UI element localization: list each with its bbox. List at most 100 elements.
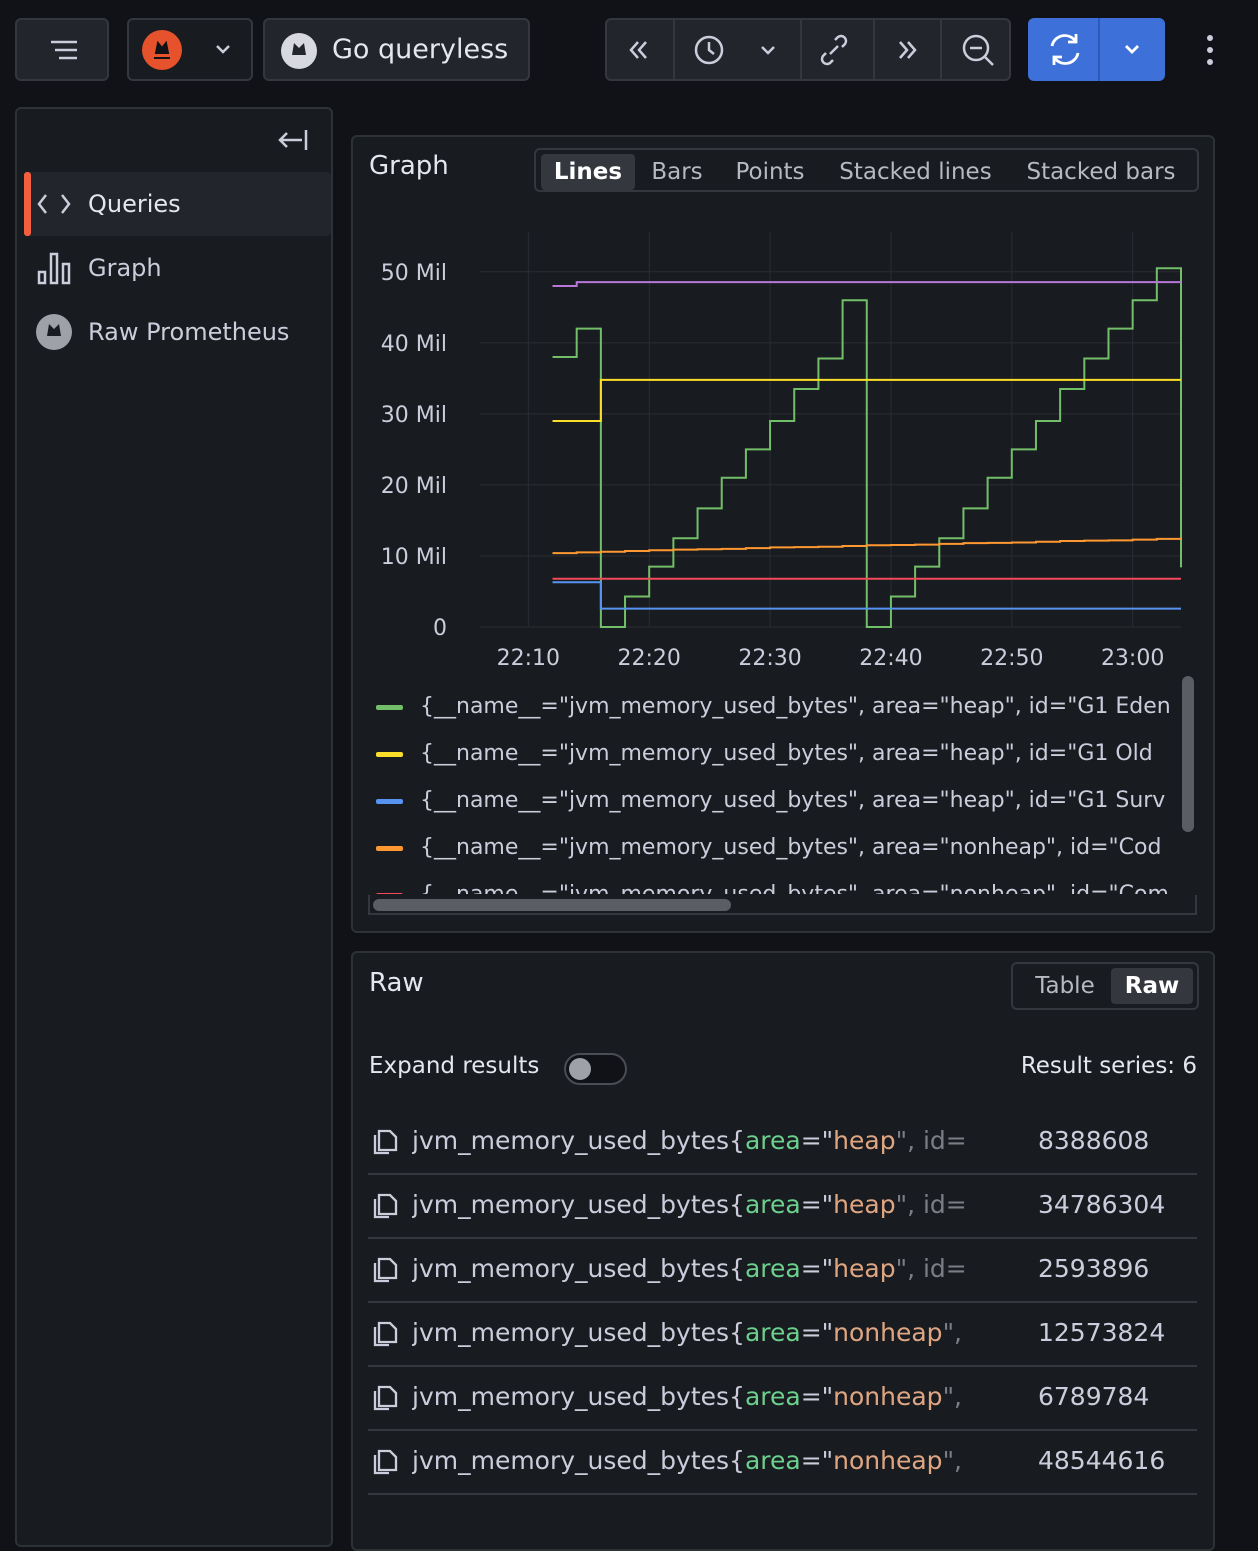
- y-tick-label: 20 Mil: [381, 474, 447, 499]
- x-tick-label: 22:50: [980, 646, 1043, 671]
- copy-icon[interactable]: [370, 1318, 400, 1348]
- legend-swatch: [376, 752, 403, 757]
- expand-label: Expand results: [369, 1053, 539, 1079]
- menu-button[interactable]: [15, 18, 109, 81]
- result-value: 2593896: [1038, 1237, 1149, 1301]
- query-sep: =": [801, 1126, 833, 1155]
- query-metric: jvm_memory_used_bytes{: [412, 1254, 745, 1283]
- legend: {__name__="jvm_memory_used_bytes", area=…: [368, 682, 1178, 894]
- chart: 22:1022:2022:3022:4022:5023:00010 Mil20 …: [360, 200, 1200, 675]
- y-tick-label: 0: [433, 616, 447, 641]
- y-tick-label: 40 Mil: [381, 332, 447, 357]
- result-query: jvm_memory_used_bytes{area="nonheap",: [412, 1365, 988, 1429]
- query-key: area: [745, 1190, 801, 1219]
- query-sep: =": [801, 1190, 833, 1219]
- query-key: area: [745, 1446, 801, 1475]
- legend-label: {__name__="jvm_memory_used_bytes", area=…: [420, 781, 1165, 821]
- active-indicator: [24, 172, 31, 236]
- query-tail: ",: [943, 1382, 962, 1411]
- query-tail: ", id=: [896, 1254, 967, 1283]
- result-count: Result series: 6: [1021, 1053, 1197, 1079]
- series-line: [553, 282, 1181, 286]
- copy-icon[interactable]: [370, 1254, 400, 1284]
- legend-label: {__name__="jvm_memory_used_bytes", area=…: [420, 687, 1171, 727]
- result-row: jvm_memory_used_bytes{area="nonheap",678…: [368, 1365, 1197, 1431]
- view-toggle: TableRaw: [1011, 962, 1199, 1010]
- legend-label: {__name__="jvm_memory_used_bytes", area=…: [420, 734, 1153, 774]
- query-tail: ",: [943, 1318, 962, 1347]
- item-label: Graph: [88, 236, 162, 300]
- datasource-picker[interactable]: [127, 18, 253, 81]
- item-icon: [34, 184, 74, 224]
- view-option[interactable]: Points: [722, 154, 818, 190]
- result-row: jvm_memory_used_bytes{area="heap", id= 25…: [368, 1237, 1197, 1303]
- copy-icon[interactable]: [370, 1382, 400, 1412]
- bars-icon: [39, 254, 69, 283]
- view-option[interactable]: Lines: [541, 154, 635, 190]
- scrollbar-vertical[interactable]: [1182, 676, 1194, 832]
- refresh-icons: [1028, 18, 1165, 81]
- expand-switch[interactable]: [564, 1053, 627, 1085]
- query-metric: jvm_memory_used_bytes{: [412, 1446, 745, 1475]
- legend-frame: [368, 895, 1197, 915]
- query-key: area: [745, 1382, 801, 1411]
- item-icon: [34, 312, 74, 352]
- result-value: 12573824: [1038, 1301, 1165, 1365]
- copy-icon[interactable]: [370, 1126, 400, 1156]
- collapse-icon[interactable]: [276, 126, 312, 154]
- result-row: jvm_memory_used_bytes{area="heap", id=83…: [368, 1109, 1197, 1175]
- x-tick-label: 23:00: [1101, 646, 1164, 671]
- result-query: jvm_memory_used_bytes{area="heap", id=: [412, 1237, 988, 1301]
- y-tick-label: 50 Mil: [381, 261, 447, 286]
- time-controls: [605, 18, 1011, 81]
- go-queryless-button[interactable]: Go queryless: [263, 18, 530, 81]
- query-sep: =": [801, 1382, 833, 1411]
- legend-swatch: [376, 893, 403, 894]
- query-metric: jvm_memory_used_bytes{: [412, 1126, 745, 1155]
- sidebar-item[interactable]: Graph: [24, 236, 331, 300]
- item-icon: [34, 248, 74, 288]
- view-option[interactable]: Raw: [1111, 968, 1193, 1004]
- result-row: jvm_memory_used_bytes{area="nonheap",485…: [368, 1429, 1197, 1495]
- x-tick-label: 22:10: [497, 646, 560, 671]
- menu-icon: [17, 20, 107, 79]
- panel-title: Graph: [369, 151, 449, 181]
- kebab-menu[interactable]: [1200, 30, 1220, 70]
- view-option[interactable]: Stacked bars: [1016, 154, 1186, 190]
- view-option[interactable]: Stacked lines: [828, 154, 1003, 190]
- copy-shape: [375, 1131, 396, 1153]
- button-label: Go queryless: [332, 20, 508, 79]
- time-controls-icons: [607, 20, 1009, 79]
- copy-shape: [375, 1451, 396, 1473]
- switch-knob: [569, 1058, 591, 1080]
- datasource-icon: [129, 20, 251, 79]
- refresh-button[interactable]: [1028, 18, 1165, 81]
- legend-swatch: [376, 705, 403, 710]
- sidebar-item[interactable]: Raw Prometheus: [24, 300, 331, 364]
- query-label: heap: [833, 1254, 895, 1283]
- query-label: heap: [833, 1190, 895, 1219]
- view-option[interactable]: Bars: [634, 154, 720, 190]
- sidebar-item[interactable]: Queries: [24, 172, 331, 236]
- result-query: jvm_memory_used_bytes{area="nonheap",: [412, 1429, 988, 1493]
- result-query: jvm_memory_used_bytes{area="nonheap",: [412, 1301, 988, 1365]
- x-tick-label: 22:30: [738, 646, 801, 671]
- query-sep: =": [801, 1254, 833, 1283]
- copy-shape: [375, 1387, 396, 1409]
- legend-swatch: [376, 799, 403, 804]
- query-key: area: [745, 1318, 801, 1347]
- result-row: jvm_memory_used_bytes{area="heap", id=34…: [368, 1173, 1197, 1239]
- query-sep: =": [801, 1318, 833, 1347]
- copy-icon[interactable]: [370, 1446, 400, 1476]
- icon-shape: [39, 254, 69, 283]
- x-tick-label: 22:20: [618, 646, 681, 671]
- copy-icon[interactable]: [370, 1190, 400, 1220]
- series-line: [553, 268, 1181, 627]
- query-label: heap: [833, 1126, 895, 1155]
- query-metric: jvm_memory_used_bytes{: [412, 1318, 745, 1347]
- x-tick-label: 22:40: [859, 646, 922, 671]
- query-metric: jvm_memory_used_bytes{: [412, 1190, 745, 1219]
- view-option[interactable]: Table: [1017, 968, 1113, 1004]
- query-key: area: [745, 1254, 801, 1283]
